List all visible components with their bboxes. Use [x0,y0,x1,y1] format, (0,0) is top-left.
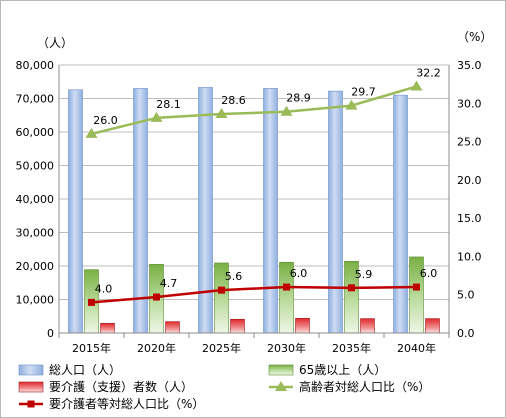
care-ratio-data-label: 4.7 [160,277,178,290]
care-needed-bar [425,318,440,334]
total-population-bar [198,87,213,334]
x-tick-label: 2020年 [137,341,176,355]
right-tick-label: 15.0 [457,212,482,225]
grid-layer [59,64,449,300]
elderly-ratio-data-label: 26.0 [93,114,118,127]
legend-aged-65-swatch [268,364,294,376]
axes-layer: 0 10,000 20,000 30,000 40,000 50,000 60,000 70,… [16,30,493,355]
elderly-ratio-marker [345,99,358,110]
care-ratio-marker [218,286,225,294]
elderly-ratio-data-label: 29.7 [351,86,376,99]
legend-care-ratio-label: 要介護者等対総人口比（%） [49,396,204,411]
right-axis-unit: （%） [457,30,492,44]
elderly-ratio-marker [410,80,423,91]
left-tick-label: 70,000 [16,93,55,106]
care-ratio-data-label: 6.0 [420,267,438,280]
total-population-bar [328,90,343,334]
total-population-bar [263,88,278,334]
left-tick-label: 40,000 [16,193,55,206]
lines-layer: 26.0 28.1 28.6 28.9 29.7 32.2 4.0 4.7 5.6 6.0 5.9 6… [85,66,441,306]
legend-total-population-swatch [18,364,44,376]
care-ratio-marker [413,283,420,291]
legend-elderly-ratio-swatch-marker [275,381,287,391]
total-population-bar [68,89,83,334]
care-ratio-line [91,285,417,304]
x-tick-label: 2025年 [202,341,241,355]
legend-care-needed-label: 要介護（支援）者数（人） [49,379,193,394]
right-tick-label: 35.0 [457,59,482,72]
care-ratio-marker [153,293,160,301]
right-tick-label: 20.0 [457,174,482,187]
legend-care-ratio-swatch-marker [27,400,35,408]
care-ratio-data-label: 6.0 [290,267,308,280]
left-tick-label: 30,000 [16,227,55,240]
left-tick-label: 50,000 [16,160,55,173]
care-needed-bar [360,318,375,334]
legend-layer: 総人口（人） 65歳以上（人） 要介護（支援）者数（人） 高齢者対総人口比（%） 要介護… [18,363,430,411]
total-population-bar [133,88,148,334]
elderly-ratio-line [91,85,417,136]
legend-aged-65-label: 65歳以上（人） [299,363,386,377]
left-tick-label: 60,000 [16,126,55,139]
elderly-ratio-data-label: 32.2 [416,66,441,79]
left-tick-label: 20,000 [16,260,55,273]
x-tick-label: 2015年 [72,341,111,355]
right-tick-label: 10.0 [457,250,482,263]
care-needed-bar [165,321,180,334]
care-ratio-marker [88,298,95,306]
x-tick-label: 2030年 [267,341,306,355]
care-ratio-data-label: 5.6 [225,270,243,283]
care-ratio-data-label: 5.9 [355,268,373,281]
x-tick-label: 2040年 [397,341,436,355]
right-tick-label: 30.0 [457,97,482,110]
legend-total-population-label: 総人口（人） [49,363,121,377]
left-axis-unit: （人） [37,36,73,50]
elderly-ratio-marker [280,105,293,116]
care-needed-bar [100,322,115,334]
elderly-ratio-data-label: 28.6 [221,94,246,107]
elderly-ratio-marker [85,127,98,138]
total-population-bar [393,94,408,334]
bars-layer [68,87,440,334]
care-ratio-marker [283,283,290,291]
right-tick-label: 25.0 [457,136,482,149]
legend-elderly-ratio-label: 高齢者対総人口比（%） [299,379,430,394]
x-tick-label: 2035年 [332,341,371,355]
elderly-ratio-marker [150,111,163,122]
right-tick-label: 5.0 [457,289,475,302]
care-ratio-data-label: 4.0 [95,282,113,295]
left-tick-label: 10,000 [16,294,55,307]
left-tick-label: 80,000 [16,59,55,72]
left-tick-label: 0 [47,327,54,340]
elderly-ratio-data-label: 28.1 [156,98,181,111]
care-ratio-marker [348,284,355,292]
care-needed-bar [295,317,310,334]
elderly-ratio-data-label: 28.9 [286,92,311,105]
right-tick-label: 0.0 [457,327,475,340]
care-needed-bar [230,318,245,334]
elderly-ratio-marker [215,108,228,119]
legend-care-needed-swatch [18,381,44,393]
